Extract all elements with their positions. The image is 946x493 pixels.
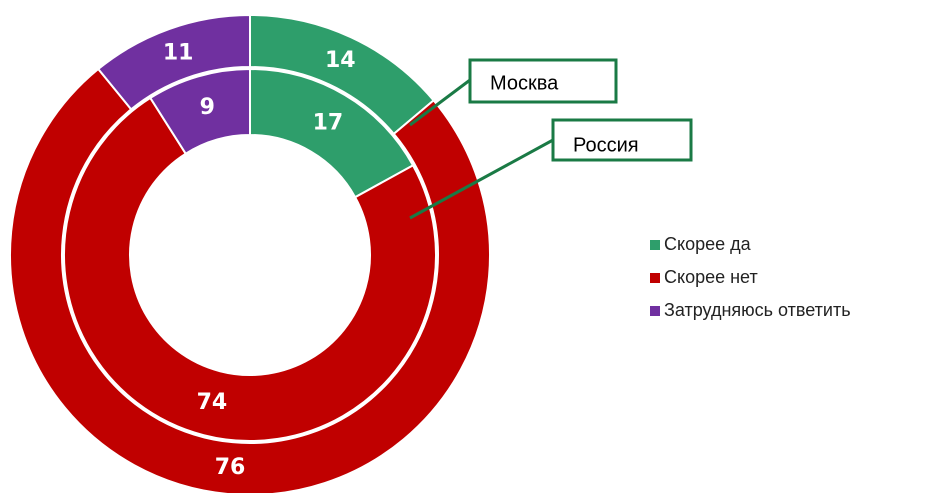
legend-swatch [650, 240, 660, 250]
callout-box [551, 118, 693, 162]
legend-label: Скорее да [664, 234, 752, 254]
donut-slice [63, 96, 437, 442]
value-label: 9 [200, 95, 215, 120]
donut-slice [9, 67, 491, 493]
legend-label: Скорее нет [664, 267, 758, 287]
value-label: 11 [163, 40, 194, 65]
value-label: 74 [197, 390, 228, 415]
value-label: 17 [313, 110, 344, 135]
callout-box [468, 58, 618, 104]
legend-swatch [650, 273, 660, 283]
value-label: 76 [215, 455, 246, 480]
legend-swatch [650, 306, 660, 316]
value-label: 14 [325, 48, 356, 73]
callout-line [409, 138, 554, 220]
callout-line [409, 78, 471, 127]
donut-slice [96, 13, 251, 111]
callout-label: Москва [490, 72, 559, 94]
callout-label: Россия [573, 134, 639, 156]
donut-slice [148, 67, 251, 156]
legend-label: Затрудняюсь ответить [664, 300, 851, 320]
